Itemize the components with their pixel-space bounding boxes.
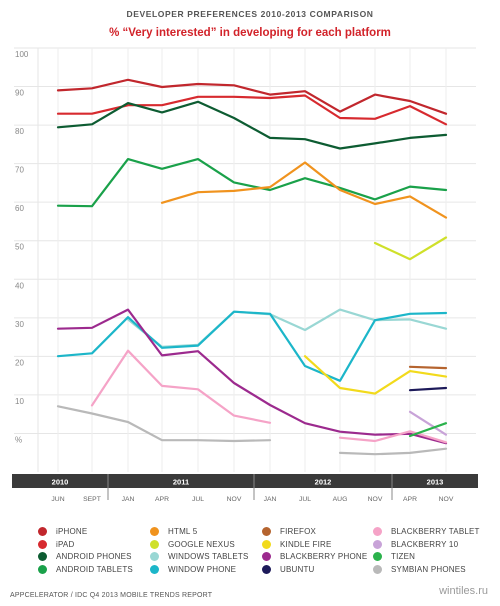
legend-swatch (38, 527, 47, 536)
legend-item: BLACKBERRY TABLET (373, 527, 480, 536)
y-tick-label: 100 (15, 50, 29, 59)
series-line (160, 161, 448, 219)
x-tick-label: JUL (192, 496, 204, 503)
legend-label: ANDROID PHONES (56, 552, 132, 562)
legend-swatch (38, 552, 47, 562)
legend-item: KINDLE FIRE (262, 539, 332, 549)
legend-swatch (262, 565, 271, 575)
legend-swatch (262, 527, 271, 536)
legend-item: ANDROID TABLETS (38, 565, 133, 575)
legend-swatch (373, 552, 382, 562)
legend-item: WINDOW PHONE (150, 565, 237, 575)
legend-label: FIREFOX (280, 527, 317, 536)
x-year-label: 2012 (315, 478, 332, 487)
legend-swatch (38, 539, 47, 549)
legend-swatch (373, 527, 382, 536)
legend-swatch (262, 539, 271, 549)
legend-item: GOOGLE NEXUS (150, 539, 235, 549)
x-tick-label: NOV (368, 496, 383, 503)
legend-label: HTML 5 (168, 527, 198, 536)
legend-label: BLACKBERRY PHONE (280, 552, 368, 562)
legend-label: WINDOWS TABLETS (168, 552, 249, 562)
legend-label: KINDLE FIRE (280, 539, 332, 549)
x-tick-label: JUL (299, 496, 311, 503)
y-tick-label: 20 (15, 358, 24, 367)
series-line (303, 355, 448, 395)
legend-item: ANDROID PHONES (38, 552, 132, 562)
series-line (408, 410, 448, 436)
legend-item: HTML 5 (150, 527, 197, 536)
source-credit: APPCELERATOR / IDC Q4 2013 MOBILE TRENDS… (10, 592, 213, 599)
x-tick-label: NOV (227, 496, 242, 503)
watermark: wintiles.ru (439, 585, 488, 597)
legend-item: iPAD (38, 539, 75, 549)
series-line (408, 386, 448, 392)
x-year-label: 2011 (173, 478, 189, 487)
y-tick-label: 70 (15, 166, 24, 175)
x-tick-label: JAN (264, 496, 277, 503)
legend-item: BLACKBERRY PHONE (262, 552, 368, 562)
legend-swatch (150, 527, 159, 536)
series-line (338, 447, 448, 456)
series-line (408, 422, 448, 438)
legend-item: iPHONE (38, 527, 87, 536)
x-tick-label: JUN (51, 496, 64, 503)
legend-item: UBUNTU (262, 565, 315, 575)
legend-label: TIZEN (391, 552, 416, 562)
legend-label: GOOGLE NEXUS (168, 539, 235, 549)
x-year-label: 2013 (427, 478, 444, 487)
legend-label: BLACKBERRY TABLET (391, 527, 480, 536)
series-line (56, 308, 448, 445)
series-line (338, 430, 448, 444)
series-line (90, 349, 272, 424)
y-tick-label: 50 (15, 243, 24, 252)
chart-supertitle: DEVELOPER PREFERENCES 2010-2013 COMPARIS… (126, 9, 374, 19)
legend-swatch (373, 565, 382, 575)
legend-swatch (150, 552, 159, 562)
y-tick-label: 90 (15, 89, 24, 98)
y-tick-label: 30 (15, 320, 24, 329)
legend-item: SYMBIAN PHONES (373, 565, 466, 575)
legend-swatch (38, 565, 47, 575)
series-line (56, 100, 448, 150)
legend-swatch (262, 552, 271, 562)
legend-label: UBUNTU (280, 565, 315, 575)
x-tick-label: APR (155, 496, 169, 503)
legend-item: TIZEN (373, 552, 416, 562)
series-line (56, 405, 272, 443)
x-year-label: 2010 (52, 478, 69, 487)
x-tick-label: NOV (439, 496, 454, 503)
series-line (408, 365, 448, 370)
series-line (56, 78, 448, 115)
legend-swatch (150, 565, 159, 575)
series-line (56, 310, 448, 382)
series-line (56, 158, 448, 208)
legend-item: BLACKBERRY 10 (373, 539, 459, 549)
chart-title: % “Very interested” in developing for ea… (109, 27, 391, 39)
legend-label: BLACKBERRY 10 (391, 539, 459, 549)
legend-item: FIREFOX (262, 527, 316, 536)
series-line (373, 236, 448, 261)
y-tick-label: 10 (15, 397, 24, 406)
y-tick-label: 60 (15, 204, 24, 213)
legend-label: SYMBIAN PHONES (391, 565, 466, 575)
y-tick-label: % (15, 435, 22, 444)
y-tick-label: 80 (15, 127, 24, 136)
x-tick-label: JAN (122, 496, 135, 503)
legend-label: WINDOW PHONE (168, 565, 237, 575)
year-band (12, 474, 478, 488)
x-tick-label: APR (403, 496, 417, 503)
legend-swatch (150, 539, 159, 549)
legend-item: WINDOWS TABLETS (150, 552, 249, 562)
legend-swatch (373, 539, 382, 549)
x-tick-label: SEPT (83, 496, 101, 503)
legend-label: iPHONE (56, 527, 88, 536)
legend-label: ANDROID TABLETS (56, 565, 133, 575)
y-tick-label: 40 (15, 281, 24, 290)
legend-label: iPAD (56, 539, 75, 549)
x-tick-label: AUG (333, 496, 348, 503)
